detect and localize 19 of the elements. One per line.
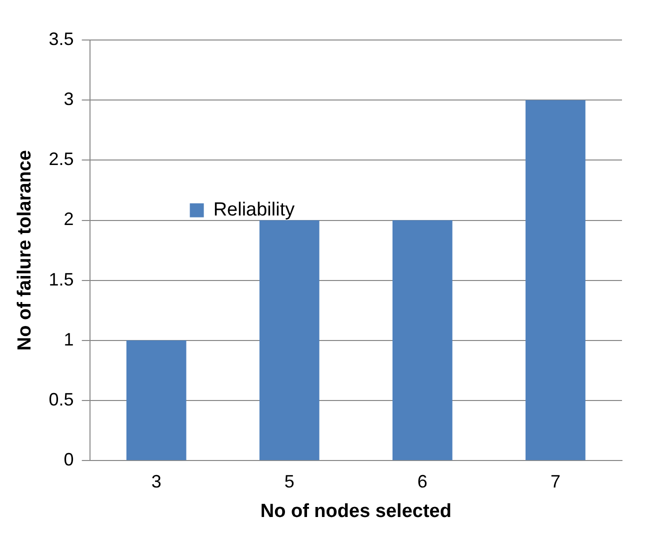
y-tick-label: 0.5 (48, 389, 74, 410)
x-tick-label: 3 (151, 471, 162, 492)
y-tick-label: 3 (64, 89, 74, 110)
x-tick-label: 6 (417, 471, 428, 492)
x-tick-label: 5 (284, 471, 294, 492)
bar (126, 340, 186, 460)
y-tick-label: 1 (64, 329, 74, 350)
y-tick-label: 1.5 (48, 269, 74, 290)
bar (259, 220, 320, 460)
y-tick-label: 3.5 (48, 28, 74, 49)
y-tick-label: 0 (64, 450, 74, 470)
x-tick-label: 7 (550, 471, 560, 492)
bar (526, 100, 586, 460)
y-axis-title: No of failure tolarance (14, 150, 36, 351)
y-tick-label: 2 (64, 209, 74, 230)
y-tick-label: 2.5 (48, 149, 74, 170)
bar (392, 220, 452, 460)
legend-label: Reliability (213, 200, 296, 221)
x-axis-title: No of nodes selected (260, 500, 452, 522)
